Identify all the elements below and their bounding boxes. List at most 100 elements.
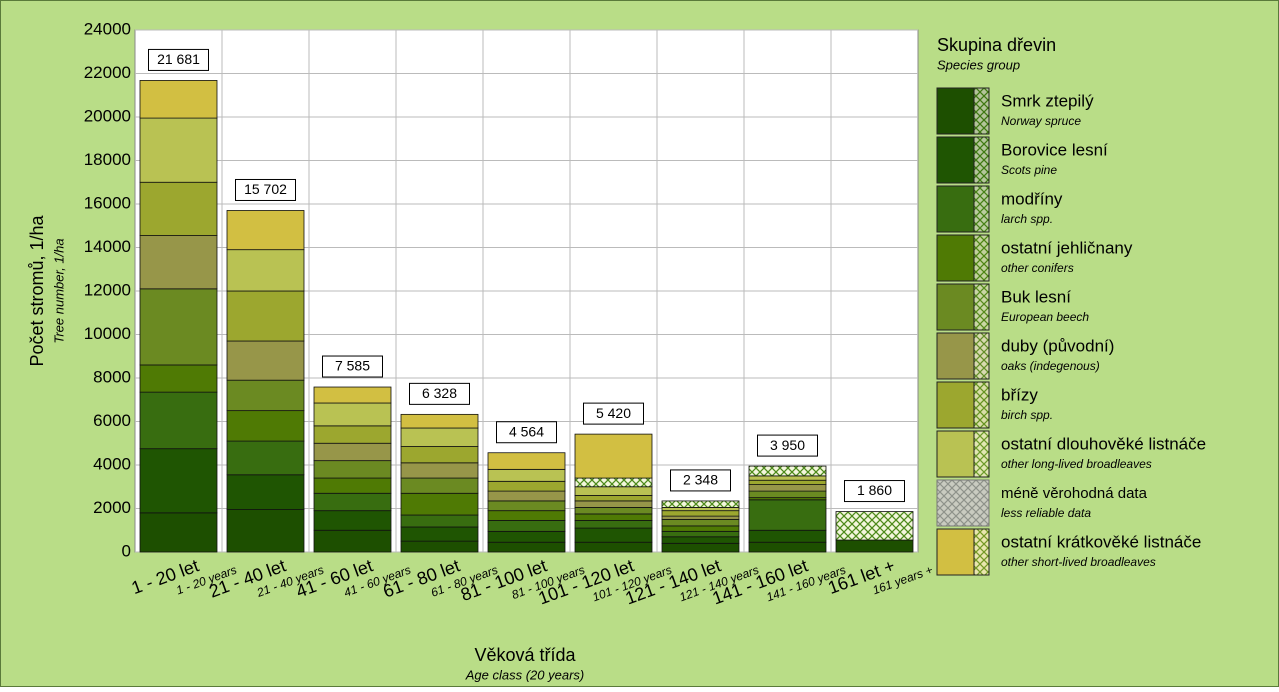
bar-segment [400,427,479,447]
legend-swatch [936,87,975,135]
y-tick-label: 14000 [84,237,131,256]
total-label-box [583,402,644,425]
bar-segment [226,379,305,412]
legend-label: Borovice lesní [1001,140,1108,159]
bar-segment [487,480,566,492]
total-label: 15 702 [244,181,287,197]
y-axis-subtitle: Tree number, 1/ha [51,238,66,343]
legend-swatch [936,136,975,184]
y-tick-label: 10000 [84,324,131,343]
total-label-box [757,434,818,457]
bar-segment [748,479,827,485]
bar-segment [487,452,566,470]
legend-swatch-hatch [973,234,990,282]
y-tick-label: 4000 [93,454,131,473]
bar-segment [748,490,827,499]
legend-label: méně věrohodná data [1001,485,1148,502]
bar-segment [661,500,740,508]
bar-segment [226,474,305,510]
bar-segment [835,511,914,541]
y-tick-label: 16000 [84,193,131,212]
bar-segment [661,530,740,538]
y-axis-title: Počet stromů, 1/ha [27,214,47,366]
bar-segment [313,529,392,553]
legend-swatch-hatch [973,136,990,184]
legend-label: Buk lesní [1001,287,1071,306]
legend-label: ostatní dlouhověké listnáče [1001,434,1206,453]
bar-segment [574,513,653,521]
bar-segment [748,529,827,543]
bar-segment [661,518,740,527]
legend-label: Smrk ztepilý [1001,91,1094,110]
bar-segment [661,507,740,512]
legend-label: ostatní krátkověké listnáče [1001,532,1201,551]
total-label: 4 564 [509,423,544,439]
legend-swatch [936,479,990,527]
bar-segment [139,117,218,183]
legend-title: Skupina dřevin [937,35,1056,55]
bar-segment [139,512,218,553]
bar-segment [748,499,827,531]
legend-swatch-hatch [973,332,990,380]
legend-swatch-hatch [973,430,990,478]
bar-segment [574,477,653,488]
total-label-box [670,469,731,492]
total-label-box [844,480,905,503]
bar-segment [487,541,566,553]
bar-segment [313,460,392,479]
bar-segment [313,402,392,427]
y-tick-label: 0 [122,541,131,560]
bar-segment [574,541,653,553]
total-label-box [148,48,209,71]
bar-segment [487,510,566,521]
x-axis-subtitle: Age class (20 years) [465,667,585,682]
bar-segment [487,500,566,512]
y-tick-label: 8000 [93,367,131,386]
legend-label-en: Norway spruce [1001,114,1081,128]
bar-segment [748,465,827,477]
bar-segment [400,526,479,542]
bar-segment [139,288,218,366]
legend-swatch [936,185,975,233]
bar-segment [400,462,479,479]
bar-segment [574,495,653,502]
total-label: 6 328 [422,385,457,401]
y-tick-label: 6000 [93,411,131,430]
bar-segment [574,527,653,543]
bar-segment [226,340,305,381]
bar-segment [226,290,305,342]
bar-segment [661,542,740,553]
legend-label-en: other conifers [1001,261,1074,275]
legend-label-en: less reliable data [1001,506,1091,520]
bar-segment [400,492,479,516]
legend-swatch-hatch [973,381,990,429]
bar-segment [748,475,827,481]
legend-label: duby (původní) [1001,336,1114,355]
bar-segment [313,510,392,531]
y-tick-label: 2000 [93,498,131,517]
legend-label-en: European beech [1001,310,1089,324]
x-axis-title: Věková třída [474,645,576,665]
bar-segment [487,520,566,532]
bar-segment [574,507,653,515]
bar-segment [313,442,392,462]
legend-label-en: larch spp. [1001,212,1053,226]
legend-label: břízy [1001,385,1038,404]
legend-label: ostatní jehličnany [1001,238,1133,257]
total-label-box [235,178,296,201]
bar-segment [226,210,305,251]
total-label-box [322,355,383,378]
total-label: 21 681 [157,51,200,67]
bar-segment [661,510,740,517]
total-label: 5 420 [596,405,631,421]
bar-segment [139,391,218,450]
bar-segment [313,386,392,404]
total-label-box [409,382,470,405]
bar-segment [574,486,653,496]
legend-label-en: other short-lived broadleaves [1001,555,1156,569]
bar-segment [226,410,305,442]
bar-segment [835,539,914,553]
bar-segment [400,540,479,553]
total-label: 7 585 [335,358,370,374]
bar-segment [487,530,566,543]
